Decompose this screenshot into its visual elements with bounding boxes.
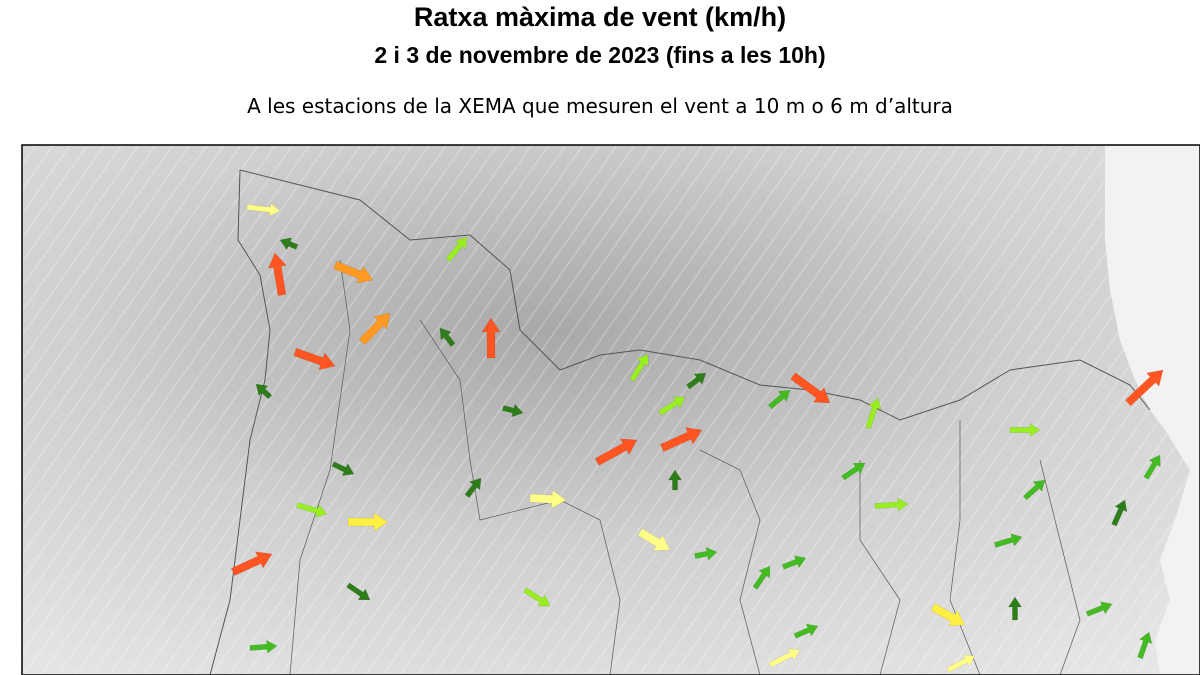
wind-arrow — [993, 533, 1023, 548]
wind-arrow — [686, 372, 707, 390]
wind-arrow — [841, 462, 866, 481]
wind-arrow — [246, 202, 281, 217]
wind-arrow — [1008, 596, 1022, 621]
wind-arrow — [502, 403, 524, 418]
wind-arrow — [790, 372, 831, 404]
wind-arrow — [768, 648, 801, 668]
map-caption: A les estacions de la XEMA que mesuren e… — [247, 94, 953, 118]
wind-arrow — [752, 565, 771, 590]
wind-arrow — [1137, 631, 1153, 660]
wind-arrow — [333, 260, 374, 284]
wind-arrow — [267, 252, 287, 296]
wind-arrow — [874, 497, 909, 512]
wind-arrow — [1124, 369, 1164, 407]
wind-arrow — [439, 327, 456, 347]
wind-arrow — [464, 477, 482, 498]
wind-arrow — [658, 396, 686, 416]
wind-arrow — [629, 353, 649, 382]
wind-arrow — [481, 317, 501, 359]
wind-arrow — [660, 427, 703, 452]
map-area — [21, 144, 1200, 675]
wind-arrow — [230, 551, 273, 576]
wind-arrow — [523, 587, 551, 607]
wind-arrow — [293, 347, 336, 371]
wind-arrow — [346, 582, 371, 601]
map-title: Ratxa màxima de vent (km/h) — [413, 2, 787, 32]
wind-arrow — [930, 603, 966, 627]
wind-arrow — [445, 236, 468, 263]
wind-arrow — [865, 397, 882, 430]
wind-arrow — [637, 528, 671, 551]
wind-arrow — [694, 546, 718, 561]
wind-arrow — [1085, 601, 1113, 617]
wind-arrow — [1009, 423, 1041, 437]
wind-arrow — [279, 237, 299, 251]
wind-arrow — [668, 469, 682, 491]
wind-arrow — [767, 389, 791, 410]
wind-arrow — [793, 623, 819, 639]
wind-arrow — [295, 502, 328, 518]
map-subtitle: 2 i 3 de novembre de 2023 (fins a les 10… — [374, 42, 826, 68]
wind-arrow — [255, 383, 273, 400]
wind-arrow — [331, 461, 355, 476]
wind-arrow — [781, 555, 807, 570]
wind-arrow — [1022, 479, 1046, 501]
wind-arrow — [529, 489, 567, 509]
wind-arrow — [1111, 499, 1128, 527]
wind-arrows — [230, 202, 1164, 673]
wind-arrow — [594, 438, 638, 466]
wind-arrow — [358, 312, 391, 346]
wind-arrow — [946, 654, 976, 673]
wind-arrow — [249, 639, 278, 654]
wind-arrow — [347, 512, 389, 532]
wind-arrow — [1143, 454, 1161, 480]
